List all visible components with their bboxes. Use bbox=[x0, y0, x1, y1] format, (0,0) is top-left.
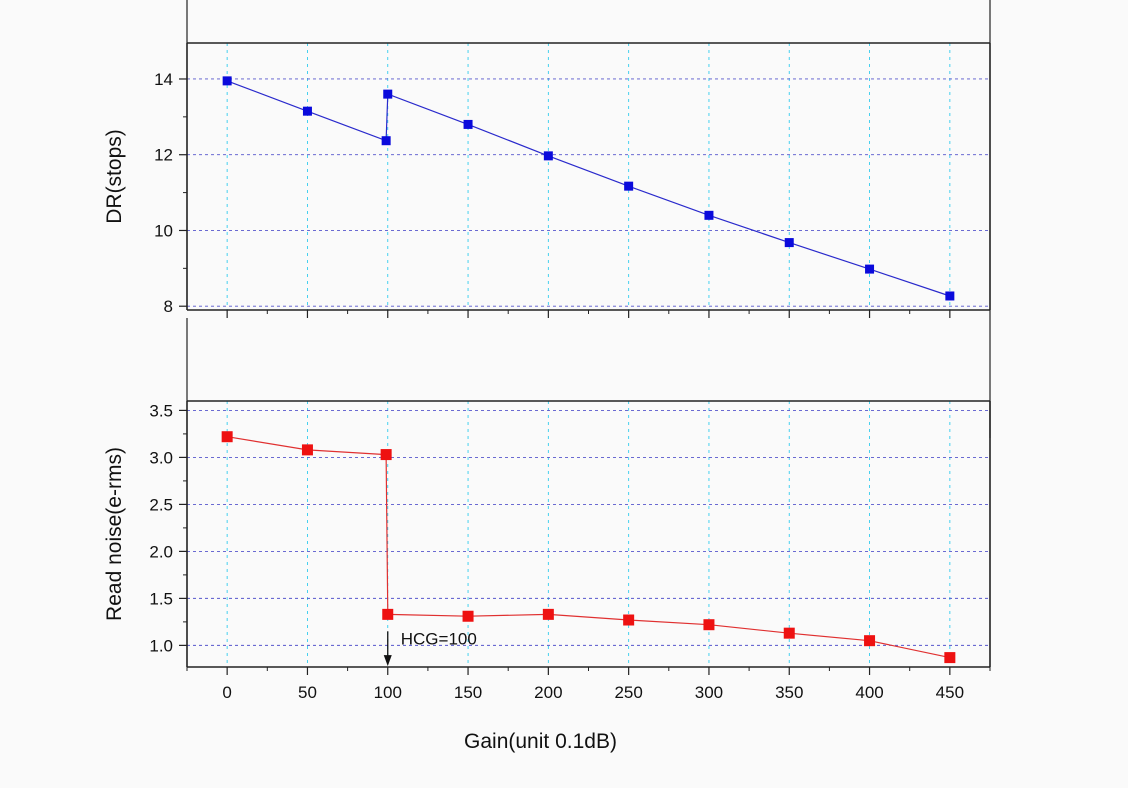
read-noise-annotation-arrow-head-0 bbox=[383, 655, 392, 667]
dr-point-0 bbox=[222, 76, 232, 86]
read-noise-point-0 bbox=[221, 431, 233, 443]
xtick-label-7: 350 bbox=[775, 683, 803, 702]
read-noise-point-7 bbox=[703, 619, 715, 631]
dr-ytick-label-0: 8 bbox=[164, 297, 173, 316]
read-noise-point-8 bbox=[783, 627, 795, 639]
xtick-label-8: 400 bbox=[855, 683, 883, 702]
dr-point-10 bbox=[945, 291, 955, 301]
x-axis-label: Gain(unit 0.1dB) bbox=[464, 730, 617, 753]
dr-point-6 bbox=[624, 181, 634, 191]
dr-point-2 bbox=[381, 136, 391, 146]
xtick-label-1: 50 bbox=[298, 683, 317, 702]
read-noise-point-2 bbox=[380, 449, 392, 461]
read-noise-point-5 bbox=[542, 608, 554, 620]
xtick-label-0: 0 bbox=[222, 683, 231, 702]
read-noise-ytick-label-3: 2.5 bbox=[149, 495, 173, 514]
read-noise-point-10 bbox=[944, 652, 956, 664]
read-noise-annotation-text-0: HCG=100 bbox=[401, 629, 477, 648]
xtick-label-4: 200 bbox=[534, 683, 562, 702]
xtick-label-2: 100 bbox=[374, 683, 402, 702]
read-noise-ytick-label-1: 1.5 bbox=[149, 589, 173, 608]
xtick-label-3: 150 bbox=[454, 683, 482, 702]
read-noise-ylabel: Read noise(e-rms) bbox=[103, 447, 126, 621]
read-noise-point-4 bbox=[462, 610, 474, 622]
dr-ytick-label-2: 12 bbox=[154, 146, 173, 165]
dr-point-7 bbox=[704, 210, 714, 220]
dr-ytick-label-3: 14 bbox=[154, 70, 173, 89]
read-noise-ytick-label-2: 2.0 bbox=[149, 542, 173, 561]
dr-point-1 bbox=[302, 106, 312, 116]
read-noise-point-6 bbox=[623, 614, 635, 626]
dr-ylabel: DR(stops) bbox=[103, 129, 126, 224]
read-noise-point-1 bbox=[301, 444, 313, 456]
dr-ytick-label-1: 10 bbox=[154, 221, 173, 240]
dr-series-line-0 bbox=[226, 80, 950, 297]
dr-point-8 bbox=[784, 238, 794, 248]
read-noise-ytick-label-0: 1.0 bbox=[149, 636, 173, 655]
read-noise-point-3 bbox=[382, 608, 394, 620]
xtick-label-9: 450 bbox=[936, 683, 964, 702]
xtick-label-6: 300 bbox=[695, 683, 723, 702]
read-noise-series-line-0 bbox=[227, 436, 950, 659]
dr-point-5 bbox=[543, 151, 553, 161]
read-noise-point-9 bbox=[864, 635, 876, 647]
dr-point-3 bbox=[383, 89, 393, 99]
dr-point-9 bbox=[865, 264, 875, 274]
dr-point-4 bbox=[463, 119, 473, 129]
xtick-label-5: 250 bbox=[614, 683, 642, 702]
read-noise-ytick-label-5: 3.5 bbox=[149, 401, 173, 420]
read-noise-ytick-label-4: 3.0 bbox=[149, 448, 173, 467]
